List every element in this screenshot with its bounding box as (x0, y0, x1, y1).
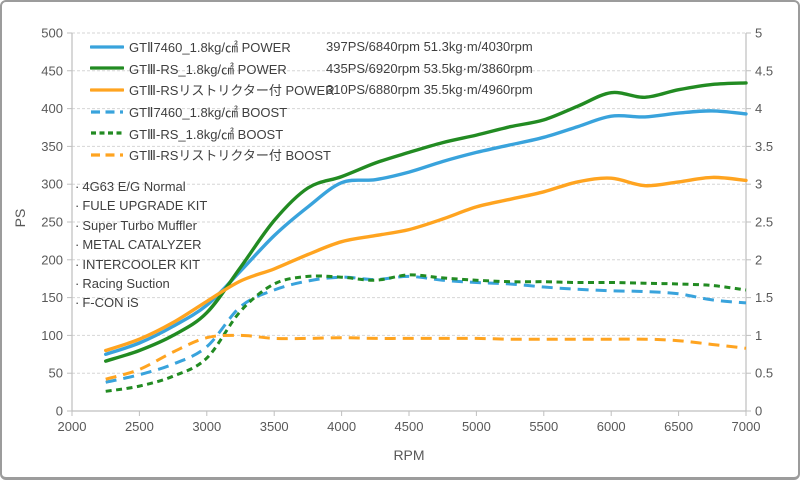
legend-label: GTⅢ-RSリストリクター付 BOOST (129, 148, 332, 164)
mod-bullet: · (75, 179, 80, 194)
y-tick-label-right: 4.5 (755, 63, 773, 78)
mod-bullet: · (75, 295, 80, 311)
mod-label: 4G63 E/G Normal (82, 179, 186, 194)
legend-item: GTⅢ-RS_1.8kg/㎠ POWER 435PS/6920rpm 53.5kg… (90, 58, 533, 80)
y-tick-label-left: 200 (41, 252, 63, 267)
mod-item: · Racing Suction (75, 274, 207, 293)
y-tick-label-left: 350 (41, 139, 63, 154)
y-tick-label-right: 1 (755, 328, 762, 343)
y-tick-label-right: 2.5 (755, 215, 773, 230)
legend-line-sample (90, 45, 124, 49)
x-tick-label: 7000 (732, 419, 761, 434)
x-tick-label: 2000 (58, 419, 87, 434)
y-tick-label-left: 0 (56, 404, 63, 419)
legend-line-sample (90, 66, 124, 70)
legend-item: GTⅢ-RSリストリクター付 BOOST (90, 144, 533, 166)
y-axis-title: PS (12, 208, 28, 228)
mod-bullet: · (75, 256, 80, 272)
mods-list: · 4G63 E/G Normal · FULE UPGRADE KIT · Super … (75, 177, 207, 313)
x-tick-label: 3000 (192, 419, 221, 434)
mod-label: Racing Suction (82, 275, 170, 291)
y-tick-label-right: 5 (755, 26, 762, 41)
mod-item: · INTERCOOLER KIT (75, 255, 207, 274)
chart-legend: GTⅡ7460_1.8kg/㎠ POWER 397PS/6840rpm 51.3k… (90, 36, 533, 166)
legend-item: GTⅢ-RSリストリクター付 POWER 310PS/6880rpm 35.5kg… (90, 79, 533, 101)
y-tick-label-right: 0.5 (755, 366, 773, 381)
legend-peak-stats: 310PS/6880rpm 35.5kg·m/4960rpm (326, 82, 533, 98)
y-tick-label-left: 300 (41, 177, 63, 192)
legend-line-sample (91, 153, 123, 157)
mod-item: · FULE UPGRADE KIT (75, 196, 207, 215)
mod-bullet: · (75, 217, 80, 233)
power-curve-gt2-7460-power (104, 109, 748, 356)
mod-bullet: · (75, 198, 80, 214)
legend-item: GTⅡ7460_1.8kg/㎠ POWER 397PS/6840rpm 51.3k… (90, 36, 533, 58)
x-tick-label: 5000 (462, 419, 491, 434)
mod-bullet: · (75, 237, 80, 253)
y-tick-label-right: 1.5 (755, 290, 773, 305)
legend-label: GTⅡ7460_1.8kg/㎠ POWER (129, 40, 291, 56)
legend-line-sample (91, 109, 123, 114)
y-tick-label-left: 450 (41, 63, 63, 78)
mod-item: · 4G63 E/G Normal (75, 177, 207, 196)
power-curve-gt3-rs-power (104, 81, 748, 363)
y-tick-label-left: 100 (41, 328, 63, 343)
y-tick-label-left: 500 (41, 26, 63, 41)
mod-bullet: · (75, 275, 80, 291)
boost-curve-gt3-rs-restrictor-boost (105, 333, 747, 381)
mod-label: Super Turbo Muffler (82, 217, 197, 233)
legend-label: GTⅢ-RS_1.8kg/㎠ POWER (129, 61, 287, 77)
legend-label: GTⅡ7460_1.8kg/㎠ BOOST (129, 105, 288, 121)
legend-line-sample (91, 131, 123, 135)
y-tick-label-left: 50 (49, 366, 63, 381)
legend-label: GTⅢ-RS_1.8kg/㎠ BOOST (129, 126, 284, 142)
legend-label: GTⅢ-RSリストリクター付 POWER (129, 83, 335, 99)
x-tick-label: 6500 (664, 419, 693, 434)
x-tick-label: 3500 (260, 419, 289, 434)
y-tick-label-right: 0 (755, 404, 762, 419)
x-tick-label: 4500 (395, 419, 424, 434)
y-tick-label-right: 3 (755, 177, 762, 192)
power-curve-gt3-rs-restrictor-power (104, 175, 748, 353)
mod-label: FULE UPGRADE KIT (82, 198, 208, 214)
y-tick-label-right: 2 (755, 252, 762, 267)
legend-item: GTⅢ-RS_1.8kg/㎠ BOOST (90, 122, 533, 144)
x-tick-label: 5500 (529, 419, 558, 434)
x-tick-label: 4000 (327, 419, 356, 434)
mod-item: · METAL CATALYZER (75, 235, 207, 254)
legend-line-sample (90, 88, 124, 92)
x-axis-title: RPM (393, 447, 425, 463)
mod-item: · F-CON iS (75, 293, 207, 312)
y-tick-label-right: 4 (755, 101, 762, 116)
legend-peak-stats: 435PS/6920rpm 53.5kg·m/3860rpm (326, 60, 533, 76)
legend-item: GTⅡ7460_1.8kg/㎠ BOOST (90, 101, 533, 123)
boost-curve-gt2-7460-boost (105, 274, 747, 384)
y-tick-label-left: 150 (41, 290, 63, 305)
boost-curve-gt3-rs-boost (105, 273, 747, 393)
y-tick-label-left: 250 (41, 215, 63, 230)
x-tick-label: 2500 (125, 419, 154, 434)
mod-label: F-CON iS (82, 295, 139, 311)
y-tick-label-left: 400 (41, 101, 63, 116)
mod-label: METAL CATALYZER (82, 237, 202, 253)
mod-label: INTERCOOLER KIT (82, 256, 201, 272)
legend-peak-stats: 397PS/6840rpm 51.3kg·m/4030rpm (326, 39, 533, 55)
y-tick-label-right: 3.5 (755, 139, 773, 154)
mod-item: · Super Turbo Muffler (75, 216, 207, 235)
x-tick-label: 6000 (597, 419, 626, 434)
